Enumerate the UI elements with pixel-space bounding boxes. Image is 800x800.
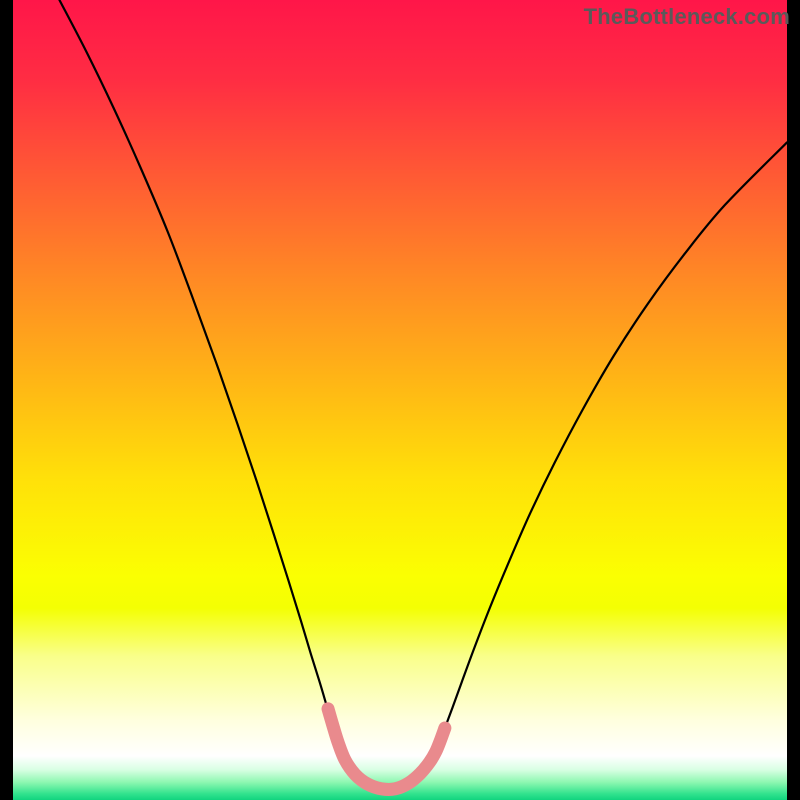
watermark-text: TheBottleneck.com	[584, 4, 790, 30]
stage: TheBottleneck.com	[0, 0, 800, 800]
gradient-background	[13, 0, 787, 800]
plot-surface	[0, 0, 800, 800]
